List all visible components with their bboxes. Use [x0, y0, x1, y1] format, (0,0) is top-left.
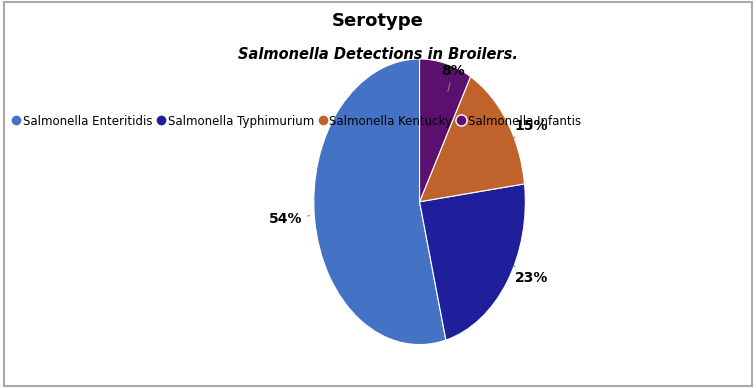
Wedge shape — [420, 77, 525, 202]
Wedge shape — [314, 59, 446, 345]
Text: Salmonella Detections in Broilers.: Salmonella Detections in Broilers. — [238, 47, 518, 62]
Text: 23%: 23% — [514, 266, 548, 285]
Text: 15%: 15% — [514, 119, 548, 138]
Wedge shape — [420, 184, 525, 340]
Wedge shape — [420, 59, 470, 202]
Text: 8%: 8% — [442, 64, 465, 92]
Text: 54%: 54% — [268, 212, 309, 226]
Text: Serotype: Serotype — [332, 12, 424, 29]
Legend: Salmonella Enteritidis, Salmonella Typhimurium, Salmonella Kentucky, Salmonella : Salmonella Enteritidis, Salmonella Typhi… — [14, 114, 581, 128]
